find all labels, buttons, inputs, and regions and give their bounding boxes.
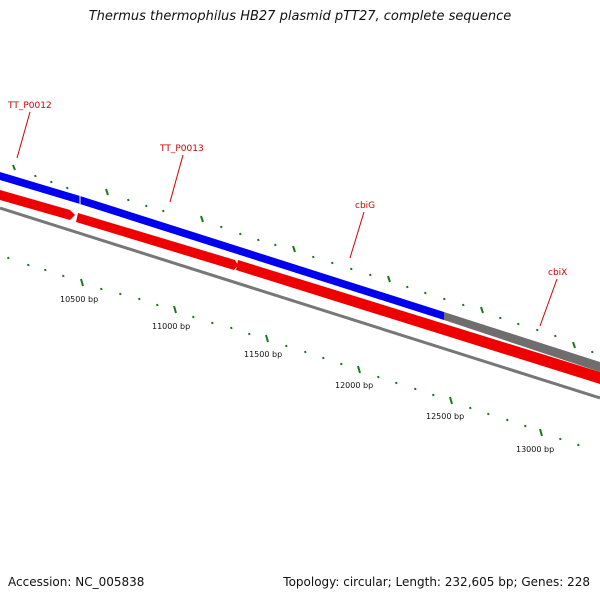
bp-label: 10500 bp	[60, 295, 98, 304]
gene-band-reverse[interactable]	[0, 190, 75, 220]
bp-label: 12500 bp	[426, 412, 464, 421]
gene-leader-line	[539, 278, 558, 327]
gene-label-tt-p0012[interactable]: TT_P0012	[7, 101, 52, 111]
bp-label: 13000 bp	[516, 445, 554, 454]
topology-summary: Topology: circular; Length: 232,605 bp; …	[283, 575, 590, 589]
gene-label-cbix[interactable]: cbiX	[548, 268, 567, 278]
bp-label: 11000 bp	[152, 322, 190, 331]
gene-leader-line	[169, 154, 184, 203]
map-title: Thermus thermophilus HB27 plasmid pTT27,…	[88, 9, 512, 24]
backbone-line	[0, 206, 600, 400]
bp-label: 12000 bp	[335, 381, 373, 390]
outer-tick-row	[12, 164, 594, 354]
gene-band-reverse-2[interactable]	[76, 213, 238, 270]
inner-tick-row	[7, 256, 580, 447]
gene-labels: TT_P0012 TT_P0013 cbiG cbiX	[7, 101, 567, 327]
gene-leader-line	[16, 111, 31, 159]
gene-label-tt-p0013[interactable]: TT_P0013	[159, 144, 204, 154]
gene-leader-line	[349, 211, 365, 259]
gene-band-reverse-3[interactable]	[236, 260, 600, 384]
gene-band-forward[interactable]	[0, 172, 444, 320]
accession-label: Accession: NC_005838	[8, 575, 145, 589]
bp-labels: 10500 bp 11000 bp 11500 bp 12000 bp 1250…	[60, 295, 554, 454]
gene-band-cbix[interactable]	[444, 312, 600, 372]
bp-label: 11500 bp	[244, 350, 282, 359]
gene-label-cbig[interactable]: cbiG	[355, 201, 375, 211]
